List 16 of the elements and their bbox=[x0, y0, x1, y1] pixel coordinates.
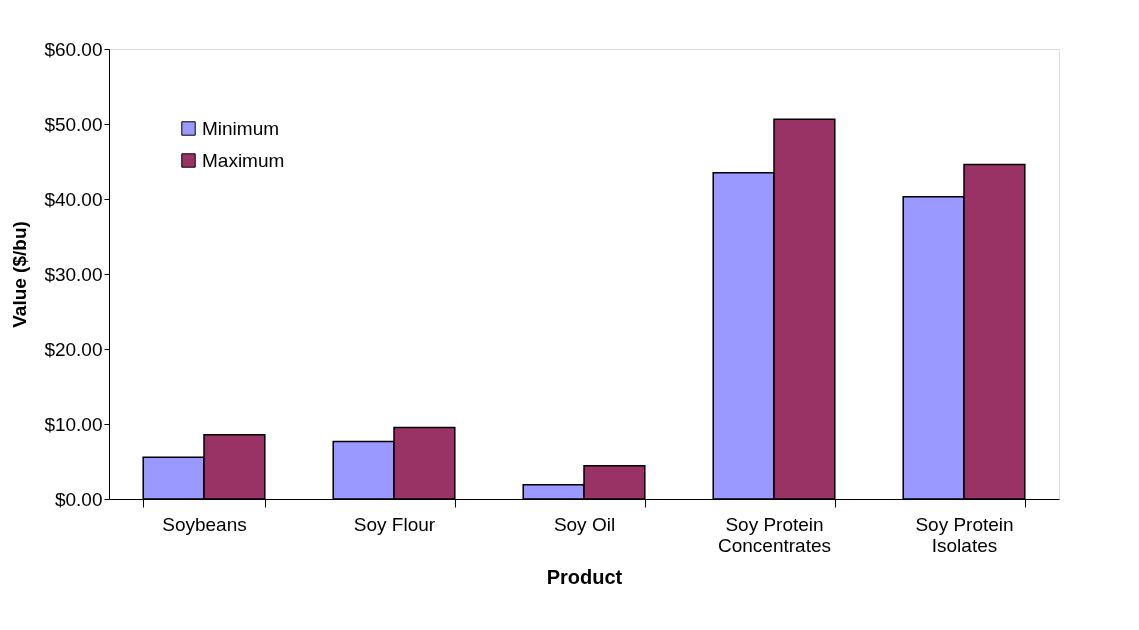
y-tick-label: $10.00 bbox=[44, 413, 103, 435]
legend-label: Minimum bbox=[202, 117, 280, 139]
legend-label: Maximum bbox=[202, 149, 285, 171]
y-tick-label: $0.00 bbox=[54, 488, 103, 510]
x-tick-label: Soy Oil bbox=[553, 513, 616, 535]
y-tick-label: $40.00 bbox=[44, 188, 103, 210]
x-tick-label: Soy Protein Concentrates bbox=[717, 513, 832, 556]
y-tick-label: $20.00 bbox=[44, 338, 103, 360]
y-tick-label: $60.00 bbox=[44, 38, 103, 60]
x-tick-label: Soy Flour bbox=[353, 513, 436, 535]
y-axis-title: Value ($/bu) bbox=[9, 221, 31, 328]
x-tick-label: Soy Protein Isolates bbox=[915, 513, 1014, 556]
y-tick-label: $50.00 bbox=[44, 113, 103, 135]
y-tick-label: $30.00 bbox=[44, 263, 103, 285]
x-tick-label: Soybeans bbox=[162, 513, 247, 535]
x-axis-title: Product bbox=[546, 565, 623, 588]
